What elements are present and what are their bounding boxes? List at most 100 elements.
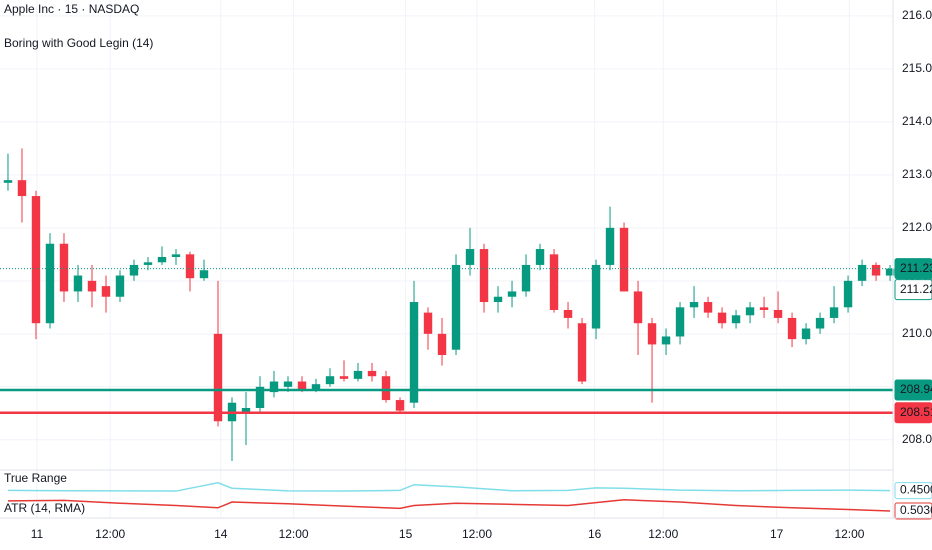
candle-body bbox=[591, 264, 601, 329]
candle-body bbox=[661, 336, 671, 345]
candle-body bbox=[437, 333, 447, 356]
candle-body bbox=[871, 264, 881, 276]
candle-body bbox=[199, 270, 209, 279]
candle-body bbox=[395, 400, 405, 411]
candle-body bbox=[829, 307, 839, 318]
candle-body bbox=[185, 254, 195, 279]
candle-body bbox=[143, 262, 153, 265]
candle-body bbox=[157, 256, 167, 263]
y-tick-label: 213.00 bbox=[902, 167, 932, 181]
y-tick-label: 214.00 bbox=[902, 114, 932, 128]
candle-body bbox=[101, 286, 111, 297]
candle-body bbox=[311, 384, 321, 390]
candle-body bbox=[73, 275, 83, 292]
candle-body bbox=[535, 249, 545, 265]
candle-body bbox=[759, 307, 769, 310]
x-tick-label: 17 bbox=[770, 527, 784, 541]
price-label-box bbox=[894, 279, 932, 301]
indicator-value-box bbox=[894, 482, 932, 500]
x-tick-label: 14 bbox=[214, 527, 228, 541]
indicator-value: 0.4500 bbox=[900, 483, 932, 497]
price-label: 208.94 bbox=[900, 382, 932, 396]
candle-body bbox=[213, 333, 223, 422]
indicator-value: 0.5036 bbox=[900, 503, 932, 517]
x-tick-label: 11 bbox=[31, 527, 44, 541]
candle-body bbox=[17, 180, 27, 197]
indicator-line bbox=[7, 498, 891, 512]
y-tick-label: 216.00 bbox=[902, 8, 932, 22]
x-tick-label: 12:00 bbox=[834, 527, 864, 541]
candle-body bbox=[605, 227, 615, 265]
x-tick-label: 16 bbox=[588, 527, 602, 541]
candle-body bbox=[31, 196, 41, 324]
price-label-box bbox=[894, 402, 932, 424]
candle-body bbox=[465, 249, 475, 265]
x-tick-label: 12:00 bbox=[462, 527, 492, 541]
chart-subtitle: Boring with Good Legin (14) bbox=[4, 36, 153, 50]
candle-body bbox=[129, 264, 139, 276]
candle-body bbox=[549, 254, 559, 310]
candle-body bbox=[787, 317, 797, 340]
candle-body bbox=[283, 381, 293, 387]
y-tick-label: 210.00 bbox=[902, 326, 932, 340]
candle-body bbox=[745, 307, 755, 316]
indicator-name: ATR (14, RMA) bbox=[4, 501, 85, 515]
indicator-name: True Range bbox=[4, 471, 67, 485]
candle-body bbox=[269, 381, 279, 393]
candle-body bbox=[339, 376, 349, 379]
candle-body bbox=[381, 376, 391, 401]
candle-body bbox=[815, 317, 825, 329]
x-tick-label: 12:00 bbox=[279, 527, 309, 541]
candle-body bbox=[577, 323, 587, 382]
candle-body bbox=[451, 264, 461, 350]
candle-body bbox=[675, 307, 685, 337]
candle-body bbox=[731, 315, 741, 324]
candle-body bbox=[493, 296, 503, 303]
candle-body bbox=[647, 323, 657, 345]
y-tick-label: 212.00 bbox=[902, 220, 932, 234]
candle-body bbox=[633, 291, 643, 324]
y-tick-label: 208.00 bbox=[902, 432, 932, 446]
indicator-line bbox=[7, 482, 891, 492]
x-tick-label: 12:00 bbox=[95, 527, 125, 541]
candle-body bbox=[325, 376, 335, 385]
candle-body bbox=[479, 249, 489, 303]
candle-body bbox=[563, 309, 573, 318]
x-tick-label: 15 bbox=[399, 527, 413, 541]
candle-body bbox=[703, 302, 713, 313]
candle-body bbox=[367, 370, 377, 377]
candle-body bbox=[843, 280, 853, 308]
candle-body bbox=[717, 312, 727, 324]
candle-body bbox=[521, 264, 531, 292]
chart-title: Apple Inc · 15 · NASDAQ bbox=[4, 2, 139, 16]
candle-body bbox=[59, 243, 69, 292]
candle-body bbox=[423, 312, 433, 334]
price-label-box bbox=[894, 379, 932, 401]
candle-body bbox=[857, 264, 867, 281]
candle-body bbox=[507, 291, 517, 297]
candle-body bbox=[3, 180, 13, 183]
candle-body bbox=[171, 254, 181, 257]
candle-body bbox=[689, 302, 699, 308]
candle-body bbox=[801, 328, 811, 340]
candle-body bbox=[409, 302, 419, 403]
x-tick-label: 12:00 bbox=[648, 527, 678, 541]
candle-body bbox=[45, 243, 55, 324]
price-label: 211.22 bbox=[900, 282, 932, 296]
candle-body bbox=[241, 408, 251, 414]
price-label: 208.51 bbox=[900, 405, 932, 419]
candle-body bbox=[353, 370, 363, 379]
candle-body bbox=[297, 381, 307, 390]
candle-body bbox=[255, 386, 265, 409]
candle-body bbox=[115, 275, 125, 297]
price-label-box bbox=[894, 258, 932, 280]
candle-body bbox=[885, 268, 895, 276]
candle-body bbox=[773, 309, 783, 318]
price-label: 211.23 bbox=[900, 261, 932, 275]
candle-body bbox=[87, 280, 97, 292]
y-tick-label: 215.00 bbox=[902, 61, 932, 75]
candle-body bbox=[619, 227, 629, 292]
indicator-value-box bbox=[894, 502, 932, 520]
